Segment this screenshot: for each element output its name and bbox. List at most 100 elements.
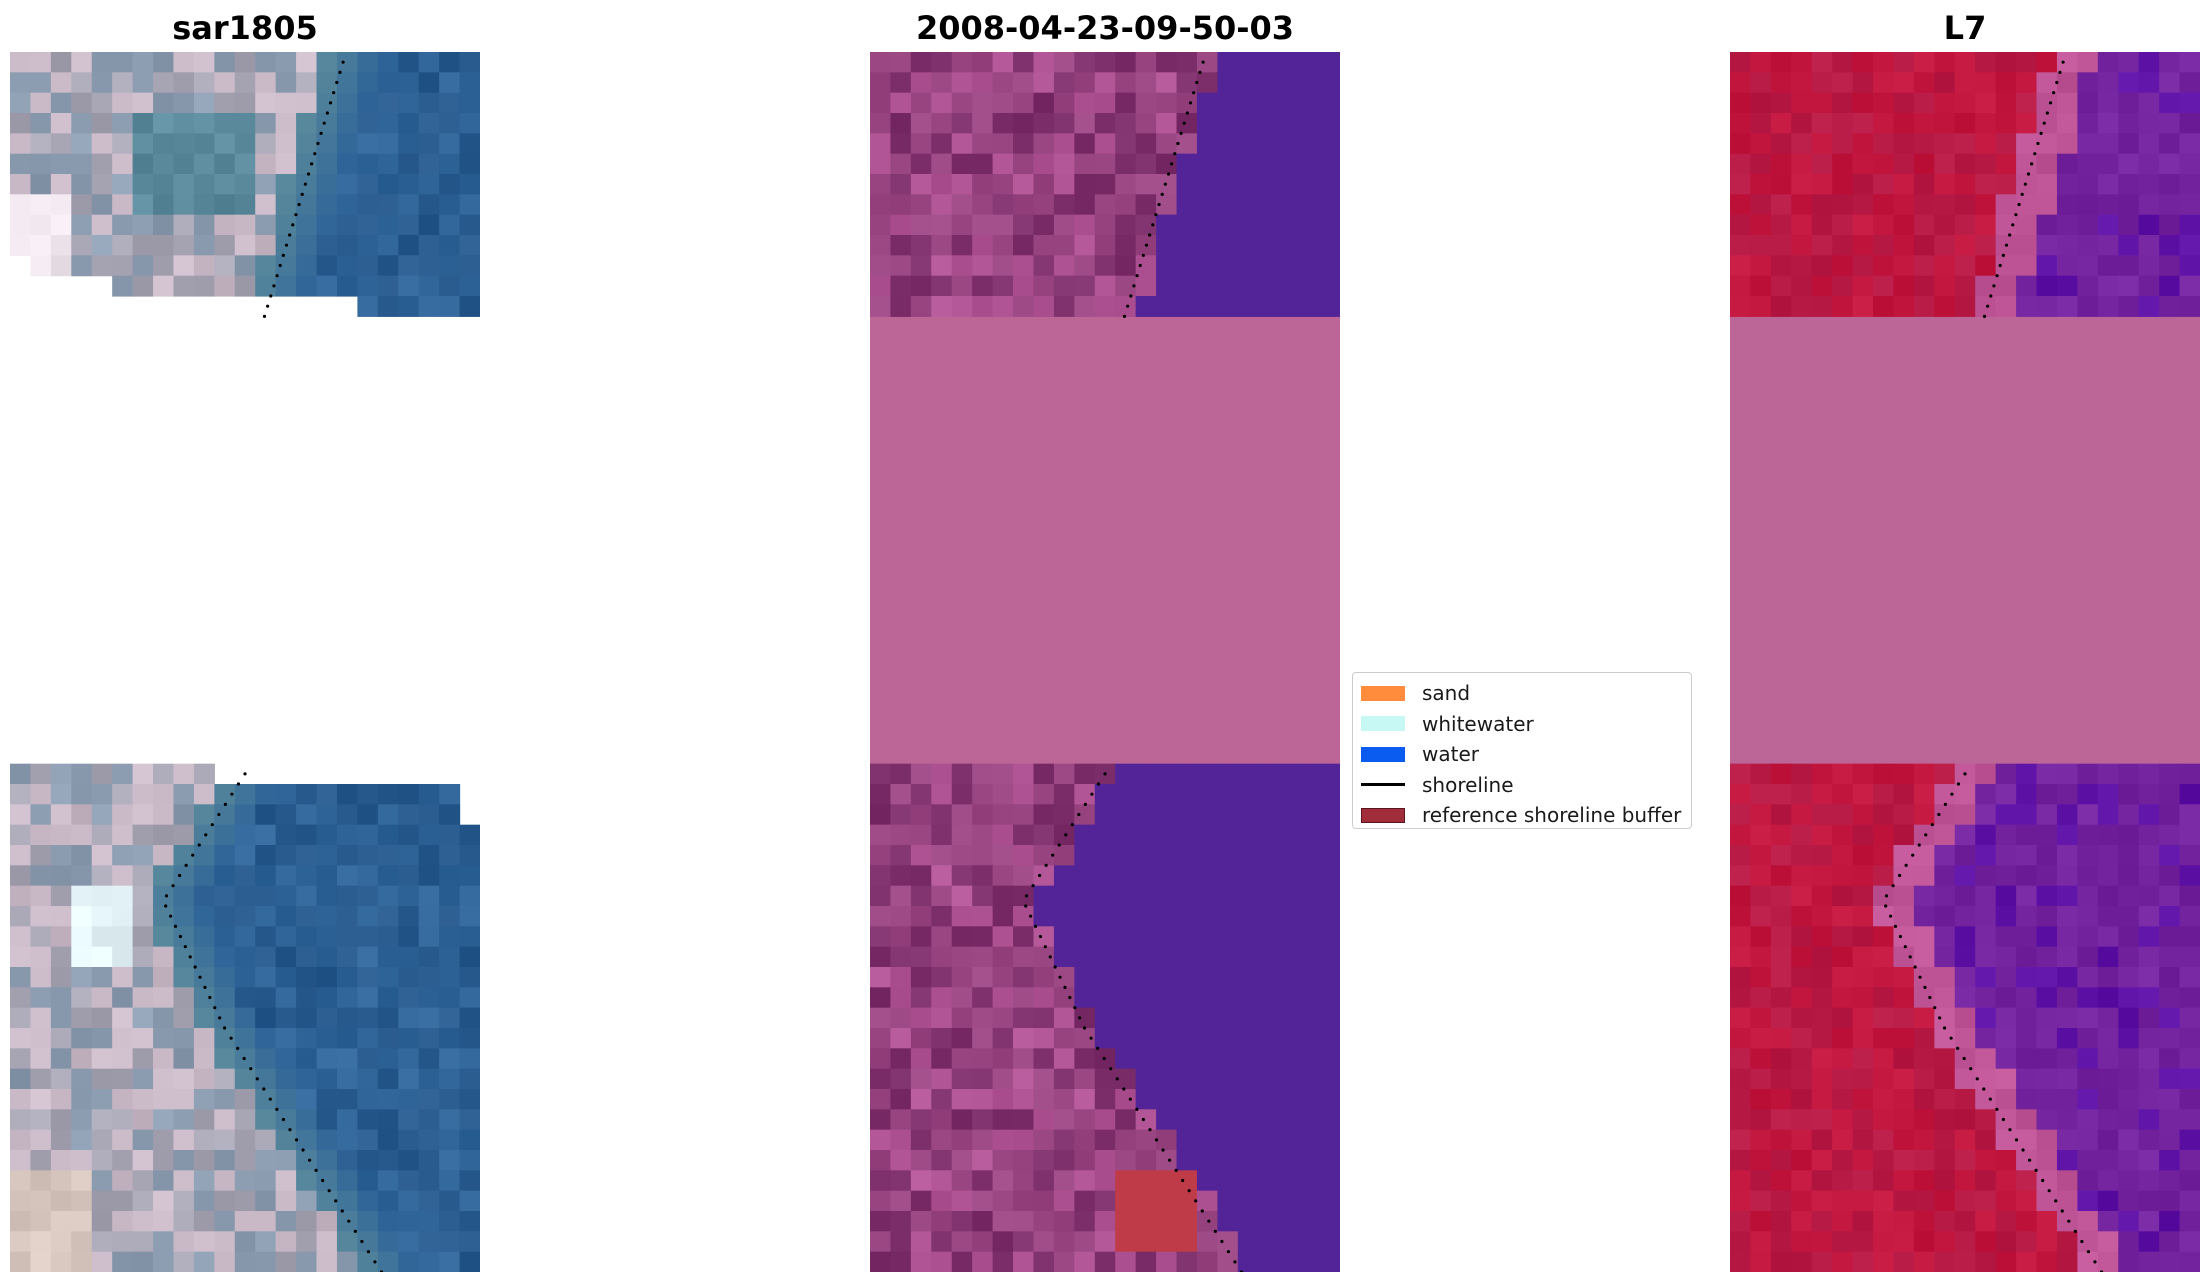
image-pixel <box>193 845 215 866</box>
image-pixel <box>173 1068 195 1090</box>
class-pixel <box>890 1150 912 1171</box>
class-pixel <box>890 214 912 236</box>
image-pixel <box>234 153 256 175</box>
index-pixel <box>2056 926 2078 948</box>
index-pixel <box>1893 275 1915 297</box>
class-pixel <box>1258 1190 1280 1212</box>
index-pixel <box>1954 804 1976 826</box>
index-pixel <box>2077 1089 2099 1110</box>
class-pixel <box>931 275 953 297</box>
class-pixel <box>1258 275 1280 297</box>
index-pixel <box>1811 113 1833 134</box>
class-pixel <box>870 824 892 846</box>
index-pixel <box>1750 1068 1772 1090</box>
image-pixel <box>418 255 440 277</box>
class-pixel <box>972 214 994 236</box>
shoreline-point <box>2020 192 2024 196</box>
index-pixel <box>1893 194 1915 216</box>
class-pixel <box>1135 967 1157 988</box>
class-pixel <box>1237 214 1259 236</box>
class-pixel <box>1258 967 1280 988</box>
class-pixel <box>992 235 1014 256</box>
class-pixel <box>1299 946 1321 968</box>
image-pixel <box>30 255 52 277</box>
index-pixel <box>2056 133 2078 155</box>
index-pixel <box>2138 113 2160 134</box>
shoreline-point <box>217 812 221 817</box>
class-pixel <box>910 824 932 846</box>
class-pixel <box>1013 1028 1035 1049</box>
class-pixel <box>1013 72 1035 94</box>
class-pixel <box>951 174 973 195</box>
class-pixel <box>1196 1170 1218 1192</box>
image-pixel <box>459 255 480 277</box>
image-pixel <box>173 214 195 236</box>
image-pixel <box>418 906 440 927</box>
class-pixel <box>951 987 973 1009</box>
image-pixel <box>91 255 113 277</box>
class-pixel <box>972 804 994 826</box>
class-pixel <box>1196 113 1218 134</box>
index-pixel <box>1832 1231 1854 1253</box>
image-pixel <box>255 926 277 948</box>
image-pixel <box>112 235 134 256</box>
class-pixel <box>1176 235 1198 256</box>
class-pixel <box>1237 133 1259 155</box>
image-pixel <box>214 72 236 94</box>
index-pixel <box>2056 804 2078 826</box>
class-pixel <box>890 275 912 297</box>
class-pixel <box>1135 987 1157 1009</box>
image-pixel <box>10 926 32 948</box>
image-pixel <box>173 946 195 968</box>
class-pixel <box>1156 194 1178 216</box>
shoreline-point <box>197 843 201 847</box>
class-pixel <box>1299 1129 1321 1151</box>
class-pixel <box>992 275 1014 297</box>
class-pixel <box>1237 52 1259 73</box>
class-pixel <box>1074 926 1096 948</box>
shoreline-point <box>1989 294 1993 298</box>
index-pixel <box>2077 1150 2099 1171</box>
class-pixel <box>1033 296 1055 317</box>
class-pixel <box>1258 153 1280 175</box>
class-pixel <box>1237 885 1259 907</box>
shoreline-point <box>1889 914 1893 918</box>
index-pixel <box>1934 1109 1956 1131</box>
class-pixel <box>1033 926 1055 948</box>
index-pixel <box>2077 153 2099 175</box>
class-pixel <box>1299 1048 1321 1070</box>
index-pixel <box>2077 987 2099 1009</box>
class-pixel <box>890 1089 912 1110</box>
class-pixel <box>1013 153 1035 175</box>
index-pixel <box>2097 92 2119 114</box>
image-pixel <box>418 133 440 155</box>
image-pixel <box>153 865 175 887</box>
class-pixel <box>1196 52 1218 73</box>
image-pixel <box>50 52 72 73</box>
class-pixel <box>951 153 973 175</box>
shoreline-point <box>2099 1270 2104 1272</box>
class-pixel <box>1013 194 1035 216</box>
image-pixel <box>316 1109 338 1131</box>
image-pixel <box>459 214 480 236</box>
image-pixel <box>296 784 318 805</box>
index-pixel <box>1811 906 1833 927</box>
shoreline-point <box>379 1270 384 1272</box>
class-pixel <box>870 906 892 927</box>
index-pixel <box>1975 72 1997 94</box>
legend-color-swatch <box>1361 807 1405 823</box>
index-pixel <box>2138 967 2160 988</box>
index-pixel <box>1995 1190 2017 1212</box>
image-pixel <box>214 946 236 968</box>
shoreline-point <box>1942 1026 1947 1030</box>
index-pixel <box>1852 1089 1874 1110</box>
image-pixel <box>50 885 72 907</box>
index-pixel <box>1995 987 2017 1009</box>
image-pixel <box>10 967 32 988</box>
image-pixel <box>316 52 338 73</box>
class-pixel <box>1278 275 1300 297</box>
image-pixel <box>173 885 195 907</box>
index-pixel <box>2016 255 2038 277</box>
class-pixel <box>1033 1190 1055 1212</box>
legend-label: water <box>1422 742 1479 767</box>
